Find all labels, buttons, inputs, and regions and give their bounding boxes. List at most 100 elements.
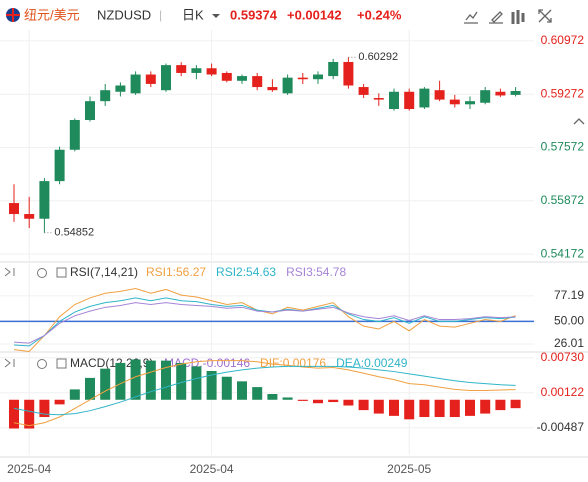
candle-body (510, 91, 521, 95)
toggle-icon[interactable] (56, 267, 67, 278)
y-tick-label: 0.55872 (541, 193, 585, 207)
candle-body (434, 90, 445, 100)
macd-bar (9, 399, 19, 429)
macd-bar (373, 399, 384, 414)
macd-bar (495, 399, 506, 411)
collapse-button[interactable] (573, 118, 585, 125)
macd-bar (480, 399, 491, 414)
period-dropdown[interactable] (212, 14, 220, 18)
candle-body (389, 91, 399, 110)
candle-body (9, 203, 19, 215)
macd-bar (510, 399, 521, 409)
macd-bar (297, 399, 308, 401)
candle-body (115, 85, 126, 92)
candle-body (465, 101, 475, 105)
indicator-button[interactable] (464, 11, 478, 24)
legend-entry: RSI3:54.78 (286, 265, 346, 279)
candle-body (495, 91, 506, 96)
candle-body (373, 98, 384, 100)
macd-header (4, 358, 67, 369)
symbol: NZDUSD (97, 7, 151, 22)
indicator-line (13, 365, 516, 416)
candle-body (100, 90, 111, 102)
macd-bar (115, 362, 126, 400)
settings-icon[interactable] (37, 359, 47, 369)
candle-body (54, 149, 65, 182)
indicator-line (13, 302, 516, 344)
y-tick-label: 50.00 (554, 314, 584, 328)
macd-bar (252, 387, 263, 400)
x-tick-label: 2025-04 (7, 462, 51, 476)
candle-body (313, 74, 323, 80)
y-tick-label: 26.01 (554, 336, 584, 350)
pair-name[interactable]: 纽元/美元 (24, 7, 80, 22)
macd-bar (434, 399, 445, 418)
candle-body (39, 181, 50, 219)
y-tick-label: 0.54172 (541, 246, 585, 260)
toolbar (464, 9, 585, 125)
high-label: 0.60292 (358, 51, 398, 63)
flag-icon (6, 8, 20, 22)
candle-body (176, 65, 187, 73)
candle-body (191, 68, 202, 73)
candle-body (161, 65, 171, 91)
macd-bar (343, 399, 354, 406)
low-label: 0.54852 (54, 227, 94, 239)
macd-bar (161, 360, 171, 400)
macd-bar (267, 394, 278, 400)
candle-body (480, 90, 491, 103)
macd-bar (419, 399, 430, 418)
period[interactable]: 日K (182, 7, 204, 22)
macd-bar (358, 399, 369, 411)
macd-bar (206, 370, 217, 400)
fullscreen-button[interactable] (538, 9, 552, 23)
settings-icon[interactable] (37, 268, 47, 278)
candle-body (419, 88, 430, 108)
change: +0.00142 (287, 7, 342, 22)
indicator-line (13, 360, 516, 427)
legend-entry: RSI2:54.63 (216, 265, 276, 279)
candle-body (343, 61, 354, 86)
candle-body (221, 72, 232, 81)
draw-button[interactable] (489, 11, 503, 24)
macd-bar (100, 368, 111, 400)
y-tick-label: 0.57572 (541, 140, 585, 154)
legend-entry: RSI1:56.27 (146, 265, 206, 279)
candle-body (282, 77, 293, 94)
macd-bar (24, 399, 35, 429)
macd-bar (85, 377, 95, 400)
candle-body (69, 119, 80, 150)
change-pct: +0.24% (357, 7, 402, 22)
y-tick-label: 0.00122 (541, 385, 585, 399)
macd-bar (176, 362, 187, 400)
eye-icon[interactable] (4, 267, 15, 277)
candle-body (206, 68, 217, 75)
candle-body (252, 76, 263, 88)
macd-bar (69, 389, 80, 400)
y-tick-label: 0.60972 (541, 33, 585, 47)
candle-body (267, 87, 278, 91)
rsi-title: RSI(7,14,21) (70, 265, 138, 279)
macd-bar (313, 399, 323, 404)
macd-bar (237, 381, 247, 400)
y-tick-label: -0.00487 (537, 420, 585, 434)
candle-body (130, 74, 141, 94)
rsi-header (4, 267, 67, 278)
toggle-icon[interactable] (56, 358, 67, 369)
eye-icon[interactable] (4, 358, 15, 368)
macd-bar (449, 399, 460, 418)
x-tick-label: 2025-05 (387, 462, 431, 476)
candle-body (449, 99, 460, 105)
legend-entry: DEA:0.00249 (336, 356, 408, 370)
macd-bar (404, 399, 415, 420)
x-tick-label: 2025-04 (190, 462, 234, 476)
y-tick-label: 77.19 (554, 288, 584, 302)
macd-bar (282, 397, 293, 400)
type-button[interactable] (511, 10, 525, 24)
macd-title: MACD(12,26,9) (70, 356, 153, 370)
macd-bar (145, 360, 156, 400)
macd-bar (389, 399, 399, 416)
candle-body (358, 87, 369, 95)
candle-body (237, 76, 247, 81)
candle-body (24, 214, 35, 219)
